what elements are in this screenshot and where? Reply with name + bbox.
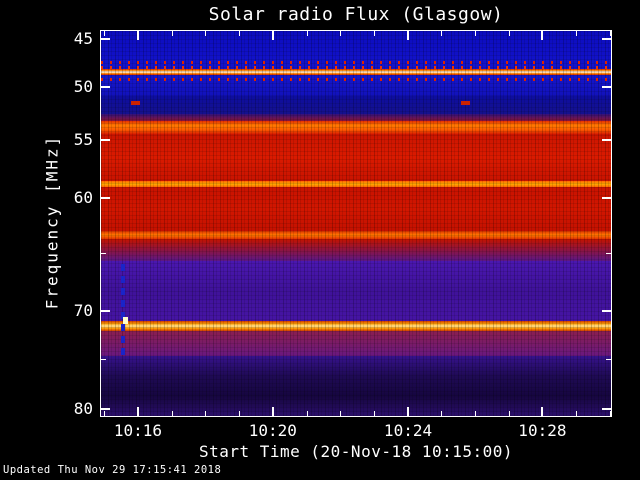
heatmap-band-dark-bottom [101,355,611,416]
x-tick-label: 10:16 [113,421,163,440]
chart-title: Solar radio Flux (Glasgow) [208,4,504,25]
y-major-tick [602,197,611,200]
x-minor-tick [609,411,611,416]
x-minor-tick [340,31,342,36]
y-tick-label: 60 [73,188,93,208]
y-axis-label: Frequency [MHz] [42,134,62,310]
x-major-tick [136,407,139,416]
x-minor-tick [508,411,510,416]
y-tick-label: 50 [73,76,93,96]
y-major-tick [602,138,611,141]
x-minor-tick [374,411,375,416]
x-minor-tick [441,31,443,36]
x-tick-label: 10:28 [518,421,567,440]
heatmap-band-red-to-purple [101,238,611,261]
y-major-tick [602,38,611,41]
x-tick-label: 10:20 [248,421,297,440]
feature-dash [130,101,140,106]
updated-timestamp: Updated Thu Nov 29 17:15:41 2018 [3,464,222,476]
heatmap-band-emission-line-59 [101,181,611,188]
x-minor-tick [205,411,207,416]
heatmap-band-purple [101,260,611,321]
x-minor-tick [441,411,443,416]
x-minor-tick [239,31,241,36]
y-major-tick [101,408,110,411]
x-axis-label: Start Time (20-Nov-18 10:15:00) [198,442,514,461]
x-tick-label: 10:24 [383,421,433,440]
x-minor-tick [205,31,207,36]
heatmap-band-transition [101,114,611,122]
feature-dot [122,316,128,324]
y-major-tick [101,309,110,312]
x-major-tick [271,407,274,416]
x-minor-tick [475,31,477,36]
x-minor-tick [239,411,241,416]
heatmap-band-emission-line-63 [101,230,611,239]
x-major-tick [407,31,410,40]
heatmap-bands [101,31,611,416]
feature-dotted-row [101,61,611,65]
x-minor-tick [576,31,578,36]
x-minor-tick [340,411,342,416]
x-major-tick [271,31,274,40]
y-major-tick [101,38,110,41]
feature-dotted-row [101,65,611,69]
x-minor-tick [508,31,510,36]
x-major-tick [541,31,544,40]
y-major-tick [602,408,611,411]
plot-area: 45 50 55 60 70 80 10:16 10:20 10:24 10:28 [74,29,612,440]
heatmap-band-purple-red [101,330,611,356]
axis-ticks: 45 50 55 60 70 80 10:16 10:20 10:24 10:28 [74,29,611,440]
x-minor-tick [306,31,308,36]
y-minor-tick [101,253,106,255]
x-minor-tick [475,411,477,416]
heatmap-features [101,31,611,416]
x-minor-tick [306,411,308,416]
x-minor-tick [576,411,578,416]
y-major-tick [602,85,611,88]
y-major-tick [101,138,110,141]
heatmap-band-red-2 [101,187,611,231]
y-tick-label: 45 [73,29,93,49]
x-major-tick [407,407,410,416]
y-major-tick [101,197,110,200]
heatmap-band-red-main [101,134,611,182]
heatmap-band-emission-line-71-5 [101,320,611,331]
y-major-tick [101,85,110,88]
feature-vline-dashed [121,263,126,360]
x-major-tick [541,407,544,416]
heatmap-band-bright-band-54 [101,121,611,135]
heatmap-band-emission-line-48-5 [101,69,611,75]
x-minor-tick [171,411,173,416]
x-minor-tick [104,31,106,36]
x-minor-tick [104,411,106,416]
y-tick-label: 80 [73,399,93,419]
y-tick-label: 70 [73,301,93,321]
x-minor-tick [374,31,375,36]
feature-dotted-row [101,77,611,81]
y-minor-tick [606,358,611,360]
y-minor-tick [101,358,106,360]
y-tick-label: 55 [73,130,93,150]
x-minor-tick [609,31,611,36]
x-minor-tick [171,31,173,36]
feature-dash [460,101,470,106]
x-major-tick [136,31,139,40]
y-minor-tick [606,253,611,255]
y-major-tick [602,309,611,312]
heatmap-band-navy [101,96,611,115]
